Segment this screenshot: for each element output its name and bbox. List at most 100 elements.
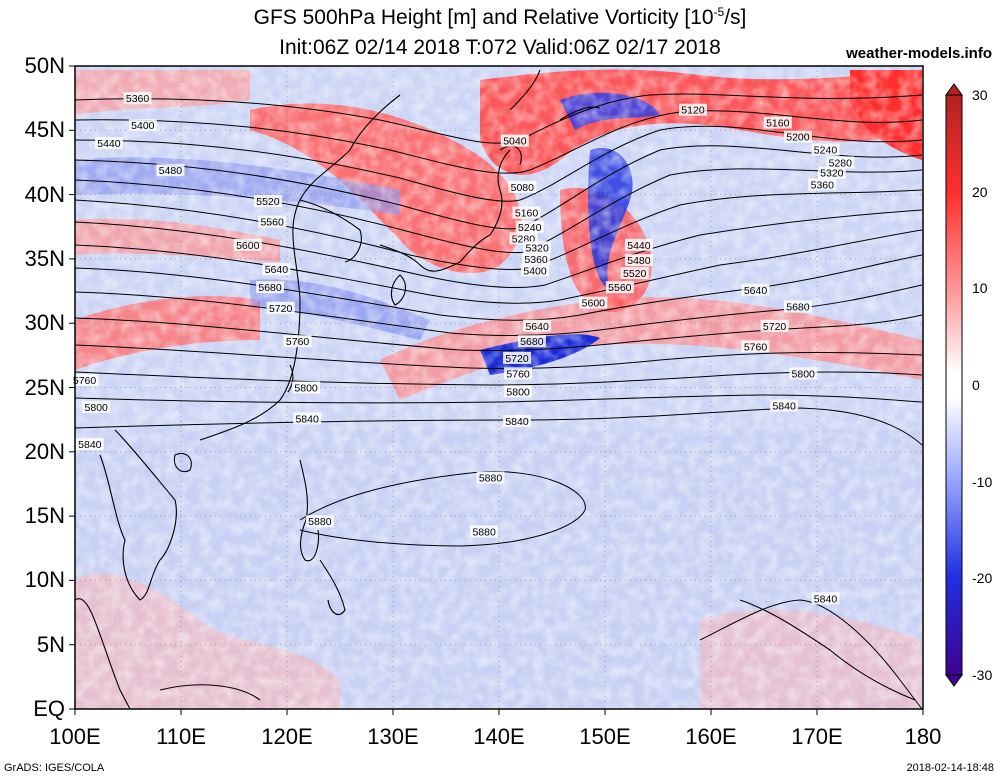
contour-label-text: 5360	[524, 254, 548, 266]
height-contour-labels: 5040508051205160516052005240524052805280…	[70, 92, 855, 605]
contour-label: 5800	[82, 400, 111, 414]
colorbar-top-arrow	[945, 83, 963, 96]
contour-label-bg	[253, 195, 282, 208]
contour-label-text: 5720	[269, 303, 293, 315]
colorbar-label: -20	[972, 570, 993, 587]
colorbar-label: 20	[972, 183, 988, 200]
contour-label-bg	[515, 220, 544, 233]
colorbar-label: 10	[972, 280, 988, 297]
lat-label: 10N	[24, 567, 65, 593]
contour-label: 5560	[258, 215, 287, 229]
contour-label-bg	[283, 335, 312, 348]
contour-label: 5200	[783, 130, 812, 144]
contour-label: 5640	[523, 319, 552, 333]
contour-label-bg	[811, 592, 840, 605]
contour-label: 5280	[826, 156, 855, 169]
contour-label: 5520	[620, 267, 649, 280]
contour-label: 5040	[500, 134, 529, 148]
contour-label-text: 5560	[608, 282, 632, 294]
contour-label-bg	[94, 137, 123, 150]
lon-label: 100E	[49, 724, 101, 749]
contour-label: 5640	[262, 263, 291, 276]
contour-label-text: 5040	[503, 136, 527, 148]
contour-label-bg	[817, 166, 846, 179]
title-line-2: Init:06Z 02/14 2018 T:072 Valid:06Z 02/1…	[279, 36, 721, 59]
contour-label-bg	[770, 399, 799, 412]
contour-label-bg	[808, 178, 837, 191]
contour-label-text: 5360	[126, 93, 150, 105]
contour-label-bg	[508, 180, 537, 193]
lon-label: 140E	[473, 724, 525, 749]
colorbar-label: -30	[972, 667, 993, 683]
contour-label: 5360	[808, 178, 837, 191]
contour-label-text: 5840	[814, 593, 838, 605]
contour-label-bg	[521, 264, 550, 277]
lat-label: 35N	[24, 245, 65, 271]
contour-label: 5800	[292, 381, 321, 395]
contour-label-text: 5520	[256, 196, 280, 208]
contour-label: 5800	[504, 385, 533, 398]
contour-label-bg	[262, 263, 291, 276]
contour-label-bg	[620, 267, 649, 280]
contour-label: 5480	[156, 164, 185, 177]
contour-label: 5640	[741, 283, 770, 297]
contour-label: 5840	[503, 414, 532, 428]
contour-label: 5720	[503, 351, 532, 365]
contour-label-text: 5400	[523, 265, 547, 277]
contour-label-bg	[156, 164, 185, 177]
contour-label: 5840	[293, 412, 322, 425]
contour-label-bg	[503, 414, 532, 427]
contour-label-bg	[292, 381, 321, 394]
contour-label: 5440	[624, 238, 653, 252]
contour-label-bg	[500, 134, 529, 147]
contour-label-bg	[763, 116, 792, 129]
contour-label-text: 5680	[786, 301, 810, 313]
contour-label-text: 5680	[258, 282, 282, 294]
contour-label-text: 5800	[294, 383, 318, 395]
contour-label-bg	[258, 215, 287, 228]
title-line-1: GFS 500hPa Height [m] and Relative Vorti…	[253, 5, 747, 29]
contour-label-bg	[579, 296, 608, 309]
contour-label-bg	[75, 438, 104, 451]
contour-label-text: 5320	[525, 242, 549, 254]
contour-label-text: 5480	[627, 255, 651, 267]
contour-label-bg	[256, 281, 285, 294]
colorbar-label: 30	[972, 87, 988, 103]
contour-label-text: 5120	[681, 105, 705, 117]
contour-label-bg	[82, 400, 111, 413]
contour-label-text: 5600	[236, 240, 260, 252]
contour-label-text: 5640	[525, 321, 549, 333]
contour-label-text: 5760	[73, 375, 97, 387]
contour-label-bg	[523, 241, 552, 254]
contour-label-bg	[522, 252, 551, 265]
contour-label: 5360	[123, 92, 152, 105]
contour-label: 5480	[624, 254, 653, 267]
contour-label-text: 5200	[786, 132, 810, 144]
contour-label-text: 5160	[766, 118, 790, 130]
brand-label: weather-models.info	[846, 45, 992, 62]
contour-label-bg	[503, 351, 532, 364]
colorbar-body	[945, 94, 963, 676]
contour-label: 5760	[283, 335, 312, 348]
contour-label: 5880	[305, 515, 334, 528]
contour-label: 5720	[760, 319, 789, 333]
lon-label: 150E	[579, 724, 631, 749]
contour-label-text: 5680	[520, 336, 544, 348]
contour-label-text: 5160	[515, 208, 539, 220]
contour-label: 5080	[508, 180, 537, 194]
contour-label: 5160	[763, 116, 792, 130]
contour-label: 5880	[470, 525, 499, 539]
contour-label: 5320	[523, 241, 552, 254]
lat-label: 50N	[24, 53, 65, 78]
contour-label-bg	[624, 254, 653, 267]
contour-label: 5120	[678, 103, 707, 117]
lon-label: 110E	[156, 724, 206, 749]
contour-label-bg	[70, 373, 99, 386]
contour-label-text: 5400	[131, 120, 155, 132]
contour-label: 5240	[811, 143, 840, 157]
contour-label-bg	[305, 515, 334, 528]
footer-software: GrADS: IGES/COLA	[4, 762, 105, 774]
colorbar	[945, 83, 963, 687]
contour-label-bg	[783, 300, 812, 313]
contour-label: 5880	[476, 471, 505, 485]
